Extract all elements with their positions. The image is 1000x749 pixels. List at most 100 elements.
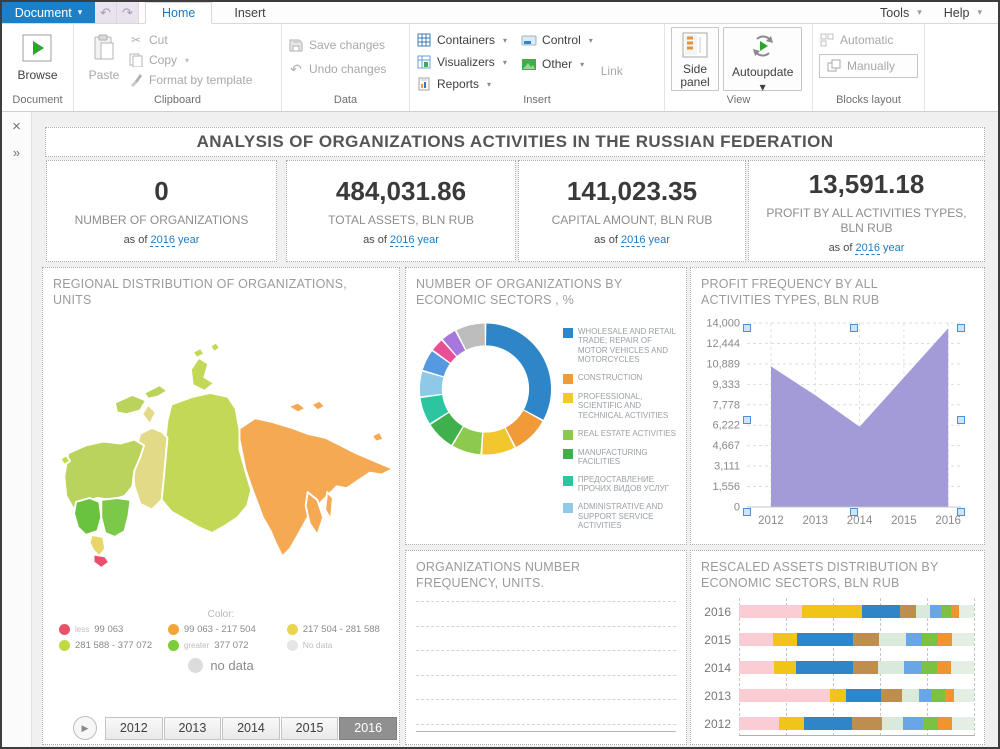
automatic-layout-button[interactable]: Automatic [819,32,918,48]
bar-segment[interactable] [881,717,903,730]
bar-segment[interactable] [918,689,932,702]
undo-button[interactable]: ↶ [95,2,117,23]
russia-map[interactable] [46,315,396,607]
profit-area-shape[interactable] [771,327,949,507]
help-menu[interactable]: Help ▾ [943,5,982,20]
donut-segment[interactable] [452,426,483,454]
bar-segment[interactable] [951,717,974,730]
stacked-bar[interactable] [739,661,974,674]
bar-segment[interactable] [952,633,974,646]
bar-segment[interactable] [739,605,802,618]
selection-handle[interactable] [957,324,965,332]
selection-handle[interactable] [743,416,751,424]
year-button-2012[interactable]: 2012 [105,716,163,740]
cut-button[interactable]: ✂ Cut [128,32,252,48]
bar-segment[interactable] [899,605,916,618]
bar-segment[interactable] [853,633,880,646]
stacked-bar[interactable] [739,605,974,618]
bar-segment[interactable] [862,605,900,618]
donut-segment[interactable] [442,330,466,356]
bar-segment[interactable] [902,717,924,730]
bar-segment[interactable] [906,633,923,646]
autoupdate-button[interactable]: Autoupdate ▾ [723,27,803,94]
year-button-2016[interactable]: 2016 [339,716,397,740]
redo-button[interactable]: ↷ [117,2,139,23]
bar-segment[interactable] [772,633,797,646]
bar-segment[interactable] [829,689,846,702]
bar-segment[interactable] [845,689,881,702]
format-by-template-button[interactable]: Format by template [128,72,252,88]
bar-segment[interactable] [774,661,797,674]
bar-segment[interactable] [930,605,942,618]
bar-segment[interactable] [902,689,919,702]
bar-segment[interactable] [931,689,945,702]
bar-segment[interactable] [958,605,974,618]
bar-segment[interactable] [938,717,952,730]
bar-segment[interactable] [923,717,939,730]
year-button-2015[interactable]: 2015 [280,716,339,740]
link-button[interactable]: Link [600,64,623,78]
paste-button[interactable]: Paste [80,29,128,86]
side-panel-button[interactable]: Side panel [671,27,719,91]
other-button[interactable]: Other ▾ [521,56,593,72]
year-link[interactable]: 2016 [150,234,175,247]
bar-segment[interactable] [739,717,779,730]
play-button[interactable]: ▶ [73,716,97,740]
donut-segment[interactable] [505,410,543,447]
donut-segment[interactable] [486,322,552,420]
bar-segment[interactable] [796,661,854,674]
copy-button[interactable]: Copy ▾ [128,52,252,68]
bar-segment[interactable] [803,717,852,730]
year-link[interactable]: 2016 [855,241,880,255]
bar-segment[interactable] [920,661,937,674]
donut-segment[interactable] [430,412,463,445]
selection-handle[interactable] [850,508,858,516]
bar-segment[interactable] [739,661,775,674]
year-button-2013[interactable]: 2013 [163,716,222,740]
bar-segment[interactable] [778,717,804,730]
profit-area-panel[interactable]: PROFIT FREQUENCY BY ALL ACTIVITIES TYPES… [690,267,985,545]
bar-segment[interactable] [951,605,959,618]
stacked-bar[interactable] [739,717,974,730]
expand-icon[interactable]: » [12,145,21,160]
bar-segment[interactable] [944,689,955,702]
donut-segment[interactable] [420,394,449,423]
bar-segment[interactable] [936,661,951,674]
selection-handle[interactable] [743,508,751,516]
donut-segment[interactable] [433,339,457,363]
bar-segment[interactable] [954,689,974,702]
close-icon[interactable]: × [12,118,21,135]
stacked-bar[interactable] [739,689,974,702]
bar-segment[interactable] [922,633,938,646]
bar-segment[interactable] [739,689,830,702]
selection-handle[interactable] [957,508,965,516]
donut-segment[interactable] [482,427,515,454]
tools-menu[interactable]: Tools ▾ [880,5,922,20]
selection-handle[interactable] [743,324,751,332]
tab-home[interactable]: Home [145,2,213,24]
year-link[interactable]: 2016 [389,234,415,247]
bar-segment[interactable] [796,633,854,646]
selection-handle[interactable] [850,324,858,332]
bar-segment[interactable] [937,633,953,646]
bar-segment[interactable] [879,633,907,646]
bar-segment[interactable] [941,605,952,618]
containers-button[interactable]: Containers ▾ [416,32,507,48]
bar-segment[interactable] [950,661,974,674]
bar-segment[interactable] [801,605,863,618]
bar-segment[interactable] [880,689,903,702]
sector-donut-svg[interactable] [414,313,563,463]
year-link[interactable]: 2016 [620,234,646,247]
manually-layout-button[interactable]: Manually [819,54,918,78]
donut-segment[interactable] [419,371,444,396]
bar-segment[interactable] [903,661,921,674]
tab-insert[interactable]: Insert [234,5,266,20]
donut-segment[interactable] [422,350,450,376]
profit-area-svg[interactable]: 14,000 12,444 10,889 9,333 7,778 6,222 4,667 3,… [695,317,982,535]
bar-segment[interactable] [878,661,904,674]
year-button-2014[interactable]: 2014 [222,716,280,740]
control-button[interactable]: Control ▾ [521,32,593,48]
selection-handle[interactable] [957,416,965,424]
save-changes-button[interactable]: Save changes [288,37,386,53]
donut-segment[interactable] [456,322,485,350]
